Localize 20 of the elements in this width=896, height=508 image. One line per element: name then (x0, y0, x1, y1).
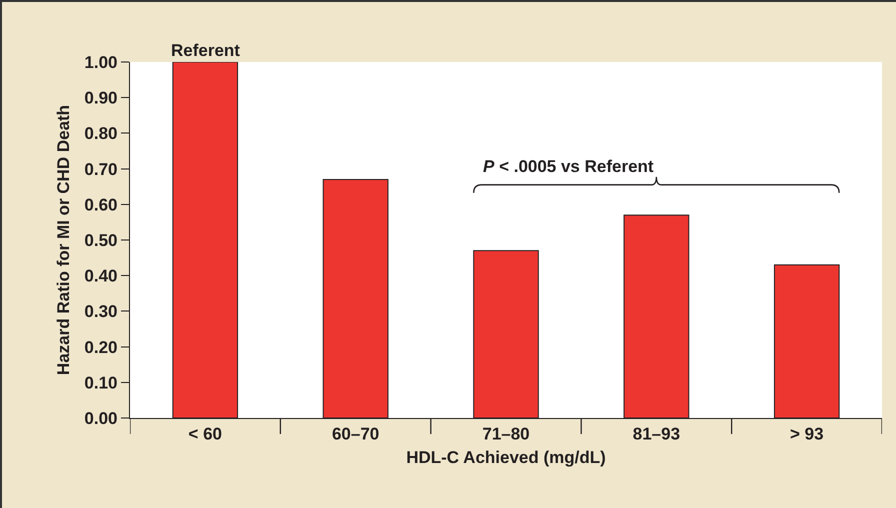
y-tick-label: 0.10 (84, 373, 118, 392)
x-tick-label: > 93 (790, 424, 824, 444)
y-axis-title: Hazard Ratio for MI or CHD Death (54, 104, 73, 376)
annotation: Referent (171, 41, 240, 60)
x-tick-label: < 60 (188, 424, 222, 444)
y-tick-label: 0.40 (84, 266, 118, 286)
x-axis-title: HDL-C Achieved (mg/dL) (406, 448, 606, 467)
y-tick-label: 0.20 (84, 338, 118, 357)
y-tick-label: 0.80 (84, 124, 118, 144)
y-tick-label: 0.90 (84, 88, 118, 108)
y-tick-label: 0.50 (84, 230, 118, 250)
x-tick-label: 60–70 (332, 424, 380, 444)
x-tick-label: 71–80 (482, 424, 530, 444)
y-tick-label: 0.70 (84, 160, 118, 179)
y-tick-label: 1.00 (84, 52, 118, 72)
y-tick-label: 0.30 (84, 302, 118, 322)
y-tick-label: 0.00 (84, 408, 118, 428)
y-tick-label: 0.60 (84, 195, 118, 214)
x-tick-label: 81–93 (632, 424, 680, 444)
annotation: P < .0005 vs Referent (483, 157, 654, 176)
